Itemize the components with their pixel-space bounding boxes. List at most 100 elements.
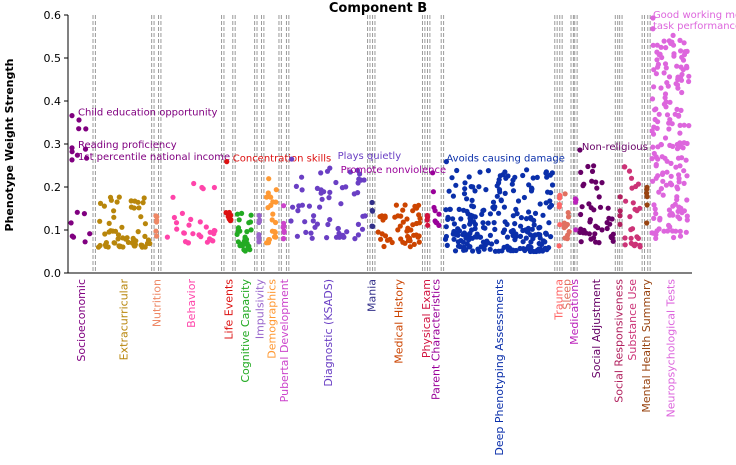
point-4-6 bbox=[225, 213, 231, 220]
annotation-5: Promote nonviolence bbox=[341, 165, 447, 176]
point-9-22 bbox=[290, 204, 296, 210]
point-6-2 bbox=[256, 212, 262, 219]
point-22-72 bbox=[667, 99, 673, 105]
point-14-144 bbox=[467, 221, 473, 227]
point-20-25 bbox=[622, 242, 628, 248]
point-9-11 bbox=[310, 218, 316, 224]
point-22-44 bbox=[684, 213, 690, 219]
point-22-155 bbox=[653, 211, 659, 217]
point-22-90 bbox=[677, 130, 683, 136]
point-1-39 bbox=[116, 194, 122, 200]
point-22-88 bbox=[664, 112, 671, 118]
point-22-69 bbox=[681, 208, 688, 214]
point-22-132 bbox=[681, 168, 687, 174]
annotated-point-9 bbox=[650, 26, 656, 32]
point-22-137 bbox=[684, 197, 690, 203]
point-14-170 bbox=[485, 240, 491, 246]
point-14-226 bbox=[512, 221, 518, 227]
point-14-235 bbox=[510, 177, 516, 183]
point-14-108 bbox=[548, 190, 554, 196]
point-14-78 bbox=[518, 223, 524, 229]
point-20-18 bbox=[628, 235, 634, 241]
point-22-82 bbox=[668, 160, 674, 166]
point-22-109 bbox=[673, 228, 679, 234]
point-14-61 bbox=[451, 236, 457, 242]
point-14-21 bbox=[476, 184, 482, 190]
point-14-171 bbox=[536, 240, 542, 247]
point-22-94 bbox=[667, 224, 673, 230]
separator-lines bbox=[92, 15, 651, 273]
point-14-172 bbox=[504, 221, 510, 227]
point-14-178 bbox=[509, 181, 515, 187]
point-14-179 bbox=[481, 246, 487, 252]
point-22-161 bbox=[684, 63, 690, 69]
point-18-31 bbox=[591, 235, 597, 241]
point-14-129 bbox=[494, 193, 500, 199]
point-18-19 bbox=[588, 205, 594, 211]
point-9-53 bbox=[312, 224, 318, 230]
point-15-4 bbox=[556, 202, 563, 208]
point-22-148 bbox=[673, 164, 679, 170]
point-3-29 bbox=[186, 222, 192, 228]
category-label-11: Medical History bbox=[393, 279, 406, 364]
point-18-16 bbox=[578, 211, 584, 218]
annotation-1: Reading proficiency bbox=[78, 140, 177, 151]
point-22-115 bbox=[674, 106, 680, 112]
point-14-222 bbox=[497, 189, 503, 195]
y-tick-label-2: 0.2 bbox=[44, 181, 62, 194]
point-14-203 bbox=[530, 175, 536, 181]
point-14-173 bbox=[528, 216, 534, 222]
point-14-239 bbox=[547, 204, 553, 210]
point-14-49 bbox=[485, 220, 491, 226]
point-14-101 bbox=[520, 172, 526, 179]
point-14-183 bbox=[517, 233, 524, 239]
point-14-88 bbox=[449, 175, 455, 181]
point-3-21 bbox=[197, 219, 203, 225]
point-14-133 bbox=[490, 199, 497, 205]
point-3-24 bbox=[198, 234, 204, 240]
annotation-0: Child education opportunity bbox=[78, 108, 218, 119]
point-2-4 bbox=[153, 213, 159, 219]
point-22-168 bbox=[681, 180, 687, 186]
point-20-12 bbox=[632, 206, 638, 212]
point-3-15 bbox=[204, 239, 210, 245]
point-3-26 bbox=[185, 240, 191, 246]
point-3-25 bbox=[190, 231, 196, 237]
category-label-7: Demographics bbox=[265, 279, 278, 359]
point-14-164 bbox=[491, 220, 497, 226]
point-7-20 bbox=[272, 229, 278, 235]
point-20-3 bbox=[634, 234, 640, 240]
point-9-54 bbox=[335, 225, 341, 232]
point-22-97 bbox=[660, 192, 666, 198]
point-14-110 bbox=[469, 197, 475, 203]
category-label-19: Social Responsiveness bbox=[613, 279, 626, 403]
point-15-5 bbox=[557, 222, 563, 228]
point-9-48 bbox=[352, 236, 358, 242]
point-22-66 bbox=[679, 71, 685, 78]
point-18-26 bbox=[606, 215, 612, 221]
point-3-19 bbox=[171, 214, 177, 221]
point-7-19 bbox=[266, 237, 272, 243]
point-14-151 bbox=[475, 246, 481, 252]
point-0-5 bbox=[76, 126, 82, 132]
point-1-36 bbox=[135, 229, 141, 235]
point-22-134 bbox=[674, 184, 680, 190]
point-14-54 bbox=[487, 246, 493, 252]
point-1-34 bbox=[95, 244, 102, 250]
point-1-27 bbox=[136, 205, 142, 211]
point-1-3 bbox=[140, 200, 146, 206]
point-18-39 bbox=[583, 230, 589, 236]
point-22-128 bbox=[678, 64, 684, 70]
point-5-18 bbox=[241, 247, 247, 253]
point-1-57 bbox=[115, 232, 122, 238]
category-label-2: Nutrition bbox=[150, 279, 163, 327]
point-14-19 bbox=[443, 224, 449, 230]
annotated-point-0 bbox=[69, 113, 75, 119]
point-14-216 bbox=[549, 182, 556, 188]
point-1-24 bbox=[111, 214, 117, 220]
point-11-43 bbox=[393, 202, 399, 208]
point-14-230 bbox=[492, 204, 498, 210]
point-14-141 bbox=[472, 188, 478, 194]
point-19-3 bbox=[617, 194, 623, 200]
point-1-53 bbox=[102, 242, 108, 248]
